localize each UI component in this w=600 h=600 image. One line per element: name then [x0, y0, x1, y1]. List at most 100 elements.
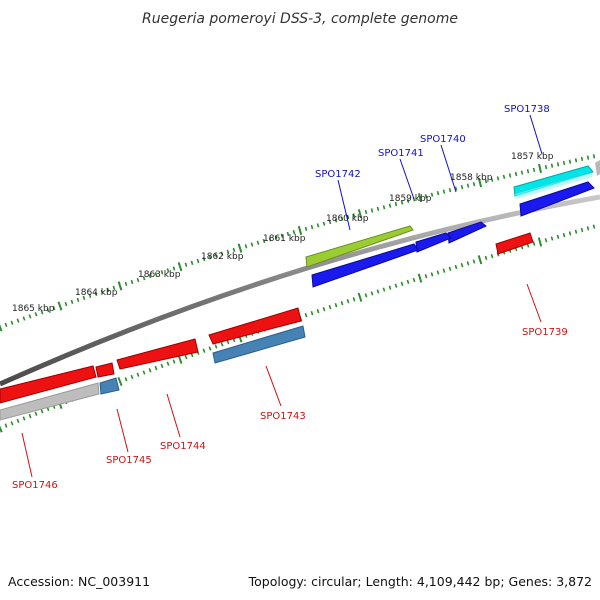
outer-minor-tick [148, 273, 152, 279]
inner-minor-tick [4, 423, 8, 428]
outer-minor-tick [436, 191, 440, 196]
scale-ticks-outer [0, 154, 596, 332]
outer-minor-tick [202, 256, 206, 262]
gene-spo1746-arrow[interactable] [0, 365, 97, 404]
outer-minor-tick [550, 163, 554, 168]
outer-minor-tick [496, 176, 500, 181]
gene-spo1745-arrow[interactable] [95, 362, 115, 378]
gene-label-spo1739[interactable]: SPO1739 [522, 327, 568, 338]
inner-minor-tick [394, 283, 398, 288]
outer-minor-tick [406, 198, 410, 204]
outer-minor-tick [430, 192, 434, 197]
outer-minor-tick [484, 179, 488, 184]
outer-minor-tick [592, 154, 596, 159]
outer-minor-tick [4, 322, 8, 327]
inner-major-tick [117, 376, 123, 387]
genome-backbone [0, 194, 600, 387]
inner-minor-tick [382, 287, 386, 292]
inner-minor-tick [586, 226, 590, 231]
inner-minor-tick [412, 277, 416, 283]
gene-spo1742-arrow[interactable] [305, 225, 414, 268]
inner-minor-tick [436, 270, 440, 275]
outer-minor-tick [88, 293, 92, 298]
inner-minor-tick [460, 262, 464, 268]
inner-minor-tick [580, 227, 584, 233]
inner-minor-tick [454, 264, 458, 270]
outer-major-tick [538, 163, 542, 174]
outer-minor-tick [424, 194, 428, 199]
inner-minor-tick [142, 370, 146, 375]
outer-major-tick [177, 261, 183, 272]
outer-minor-tick [28, 314, 32, 319]
tick-label-1862: 1862 kbp [201, 252, 244, 262]
inner-minor-tick [304, 313, 308, 318]
inner-major-tick [537, 237, 543, 247]
tick-label-1857: 1857 kbp [511, 152, 554, 162]
gene-label-spo1738[interactable]: SPO1738 [504, 104, 550, 115]
inner-minor-tick [214, 344, 218, 349]
gene-spo1744-arrow[interactable] [116, 338, 199, 370]
gene-label-spo1743[interactable]: SPO1743 [260, 411, 306, 422]
outer-major-tick [57, 301, 63, 311]
outer-minor-tick [112, 285, 116, 291]
outer-minor-tick [514, 171, 518, 177]
outer-major-tick [117, 281, 123, 291]
outer-minor-tick [508, 173, 512, 178]
outer-minor-tick [76, 297, 80, 303]
outer-minor-tick [580, 156, 584, 162]
inner-minor-tick [370, 291, 374, 296]
gene-reverse-steel-2[interactable] [99, 377, 120, 395]
inner-minor-tick [220, 342, 224, 347]
leader-spo1742 [337, 179, 351, 231]
outer-minor-tick [472, 182, 476, 187]
outer-major-tick [237, 243, 243, 253]
gene-forward-blue-1[interactable] [519, 181, 595, 217]
outer-minor-tick [10, 320, 14, 325]
outer-minor-tick [34, 312, 38, 317]
inner-minor-tick [448, 266, 452, 271]
inner-minor-tick [202, 348, 206, 353]
gene-spo1738-shadow [515, 172, 593, 199]
outer-minor-tick [520, 170, 524, 175]
outer-minor-tick [52, 305, 56, 311]
gene-forward-blue-2[interactable] [311, 243, 419, 288]
outer-major-tick [297, 225, 303, 236]
outer-major-tick [357, 209, 363, 219]
outer-minor-tick [562, 160, 566, 166]
outer-minor-tick [556, 162, 560, 167]
inner-minor-tick [472, 259, 476, 264]
gene-spo1743-arrow[interactable] [208, 307, 302, 345]
inner-minor-tick [310, 311, 314, 316]
gene-spo1739-arrow[interactable] [495, 232, 534, 255]
tick-label-1863: 1863 kbp [138, 270, 181, 280]
gene-spo1740-arrow[interactable] [447, 221, 487, 244]
leader-spo1746 [21, 432, 33, 478]
outer-minor-tick [22, 316, 26, 321]
gene-label-spo1741[interactable]: SPO1741 [378, 148, 424, 159]
outer-minor-tick [244, 244, 248, 249]
outer-minor-tick [328, 219, 332, 225]
inner-minor-tick [34, 411, 38, 416]
gene-label-spo1745[interactable]: SPO1745 [106, 455, 152, 466]
inner-minor-tick [322, 307, 326, 312]
tick-label-1865: 1865 kbp [12, 304, 55, 314]
gene-label-spo1744[interactable]: SPO1744 [160, 441, 206, 452]
gene-label-spo1746[interactable]: SPO1746 [12, 480, 58, 491]
inner-minor-tick [484, 255, 488, 261]
gene-label-spo1740[interactable]: SPO1740 [420, 134, 466, 145]
inner-minor-tick [226, 340, 230, 345]
outer-minor-tick [208, 255, 212, 260]
gene-label-spo1742[interactable]: SPO1742 [315, 169, 361, 180]
inner-minor-tick [346, 299, 350, 304]
inner-major-tick [417, 273, 423, 283]
outer-minor-tick [280, 233, 284, 238]
inner-minor-tick [28, 413, 32, 419]
outer-minor-tick [232, 247, 236, 253]
inner-minor-tick [154, 365, 158, 371]
outer-minor-tick [274, 235, 278, 240]
gene-forward-grey-edge [595, 160, 600, 176]
gene-reverse-steel-1[interactable] [212, 325, 306, 364]
inner-minor-tick [544, 238, 548, 243]
leader-spo1743 [265, 365, 282, 407]
inner-minor-tick [10, 421, 14, 426]
